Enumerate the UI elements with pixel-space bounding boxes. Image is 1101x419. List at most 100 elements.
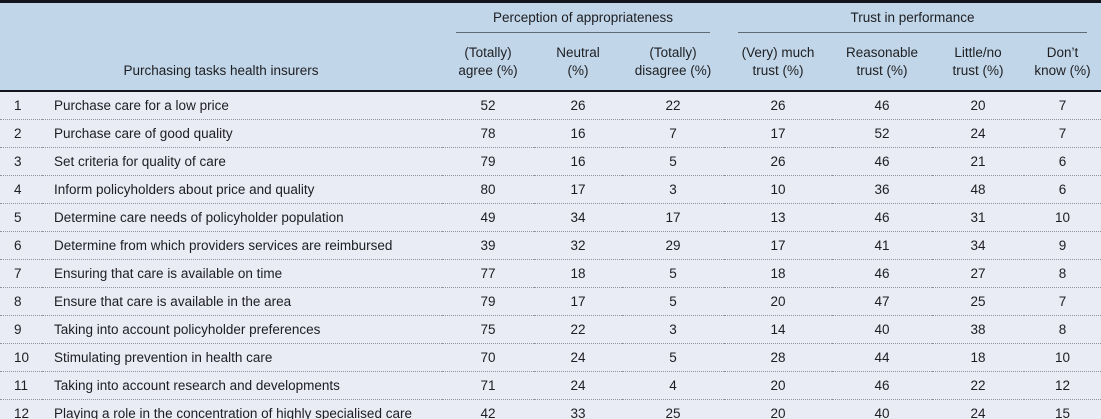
value-cell: 25 [932, 287, 1024, 317]
table-row: 8 Ensure that care is available in the a… [0, 287, 1101, 317]
group-label-trust: Trust in performance [738, 10, 1088, 33]
value-cell: 40 [874, 406, 890, 419]
value-cell: 70 [442, 343, 534, 373]
task-label: Purchase care for a low price [42, 91, 442, 121]
column-header-much-trust: (Very) much trust (%) [724, 40, 832, 93]
table-row: 1 Purchase care for a low price 52 26 22… [0, 91, 1101, 121]
value-cell: 8 [1024, 259, 1101, 289]
value-cell: 10 [1024, 203, 1101, 233]
value-cell: 7 [1024, 91, 1101, 121]
table-header: Perception of appropriateness Trust in p… [0, 1, 1101, 93]
value-cell: 18 [724, 259, 832, 289]
task-label: Taking into account research and develop… [42, 371, 442, 401]
value-cell: 12 [1024, 371, 1101, 401]
row-number: 10 [0, 343, 42, 373]
value-cell: 25 [665, 406, 681, 419]
value-cell: 24 [970, 406, 986, 419]
column-header-tasks: Purchasing tasks health insurers [0, 40, 442, 93]
column-header-row: Purchasing tasks health insurers (Totall… [0, 40, 1101, 93]
row-number: 5 [0, 203, 42, 233]
value-cell: 46 [832, 91, 932, 121]
row-number: 1 [0, 91, 42, 121]
value-cell: 75 [442, 315, 534, 345]
value-cell: 5 [622, 343, 724, 373]
value-cell: 17 [724, 231, 832, 261]
task-label: Determine from which providers services … [42, 231, 442, 261]
task-label: Inform policyholders about price and qua… [42, 175, 442, 205]
group-header-spacer [0, 2, 442, 41]
task-label: Ensure that care is available in the are… [42, 287, 442, 317]
value-cell: 17 [534, 175, 622, 205]
table-row: 3 Set criteria for quality of care 79 16… [0, 147, 1101, 177]
row-number: 3 [0, 147, 42, 177]
value-cell: 6 [1024, 175, 1101, 205]
value-cell: 17 [724, 119, 832, 149]
value-cell: 15 [1055, 406, 1071, 419]
value-cell: 4 [622, 371, 724, 401]
value-cell: 29 [622, 231, 724, 261]
value-cell: 22 [534, 315, 622, 345]
value-cell: 36 [832, 175, 932, 205]
value-cell: 48 [932, 175, 1024, 205]
value-cell: 40 [832, 315, 932, 345]
value-cell: 31 [932, 203, 1024, 233]
value-cell: 32 [534, 231, 622, 261]
table-row: 6 Determine from which providers service… [0, 231, 1101, 261]
row-number: 11 [0, 371, 42, 401]
value-cell: 3 [622, 175, 724, 205]
table-row: 10 Stimulating prevention in health care… [0, 343, 1101, 373]
value-cell: 46 [832, 147, 932, 177]
value-cell: 27 [932, 259, 1024, 289]
group-header-trust: Trust in performance [724, 2, 1101, 41]
value-cell: 28 [724, 343, 832, 373]
value-cell: 5 [622, 259, 724, 289]
value-cell: 26 [724, 91, 832, 121]
value-cell: 24 [534, 371, 622, 401]
value-cell: 16 [534, 147, 622, 177]
value-cell: 10 [724, 175, 832, 205]
value-cell: 3 [622, 315, 724, 345]
column-header-agree: (Totally) agree (%) [442, 40, 534, 93]
value-cell: 47 [832, 287, 932, 317]
value-cell: 7 [1024, 119, 1101, 149]
task-label: Set criteria for quality of care [42, 147, 442, 177]
table-row: 11 Taking into account research and deve… [0, 371, 1101, 401]
value-cell: 26 [534, 91, 622, 121]
value-cell: 6 [1024, 147, 1101, 177]
value-cell: 79 [442, 147, 534, 177]
value-cell: 78 [442, 119, 534, 149]
value-cell: 41 [832, 231, 932, 261]
row-number: 9 [0, 315, 42, 345]
row-number: 8 [0, 287, 42, 317]
row-number: 4 [0, 175, 42, 205]
value-cell: 21 [932, 147, 1024, 177]
task-label: Playing a role in the concentration of h… [54, 406, 412, 419]
value-cell: 20 [724, 287, 832, 317]
value-cell: 46 [832, 203, 932, 233]
value-cell: 79 [442, 287, 534, 317]
value-cell: 34 [932, 231, 1024, 261]
task-label: Determine care needs of policyholder pop… [42, 203, 442, 233]
value-cell: 46 [832, 259, 932, 289]
value-cell: 34 [534, 203, 622, 233]
group-header-row: Perception of appropriateness Trust in p… [0, 2, 1101, 41]
table-body: 1 Purchase care for a low price 5 2 26 22… [0, 91, 1101, 419]
value-cell: 22 [932, 371, 1024, 401]
value-cell: 10 [1024, 343, 1101, 373]
value-cell: 20 [770, 406, 786, 419]
task-label: Stimulating prevention in health care [42, 343, 442, 373]
value-cell: 39 [442, 231, 534, 261]
row-number: 2 [0, 119, 42, 149]
value-cell: 22 [622, 91, 724, 121]
value-cell: 42 [480, 406, 496, 419]
value-cell: 8 [1024, 315, 1101, 345]
value-cell: 49 [442, 203, 534, 233]
value-cell: 17 [534, 287, 622, 317]
value-cell: 18 [534, 259, 622, 289]
value-cell: 5 [622, 287, 724, 317]
table-row: 9 Taking into account policyholder prefe… [0, 315, 1101, 345]
task-label: Purchase care of good quality [42, 119, 442, 149]
group-header-appropriateness: Perception of appropriateness [442, 2, 724, 41]
row-number: 6 [0, 231, 42, 261]
